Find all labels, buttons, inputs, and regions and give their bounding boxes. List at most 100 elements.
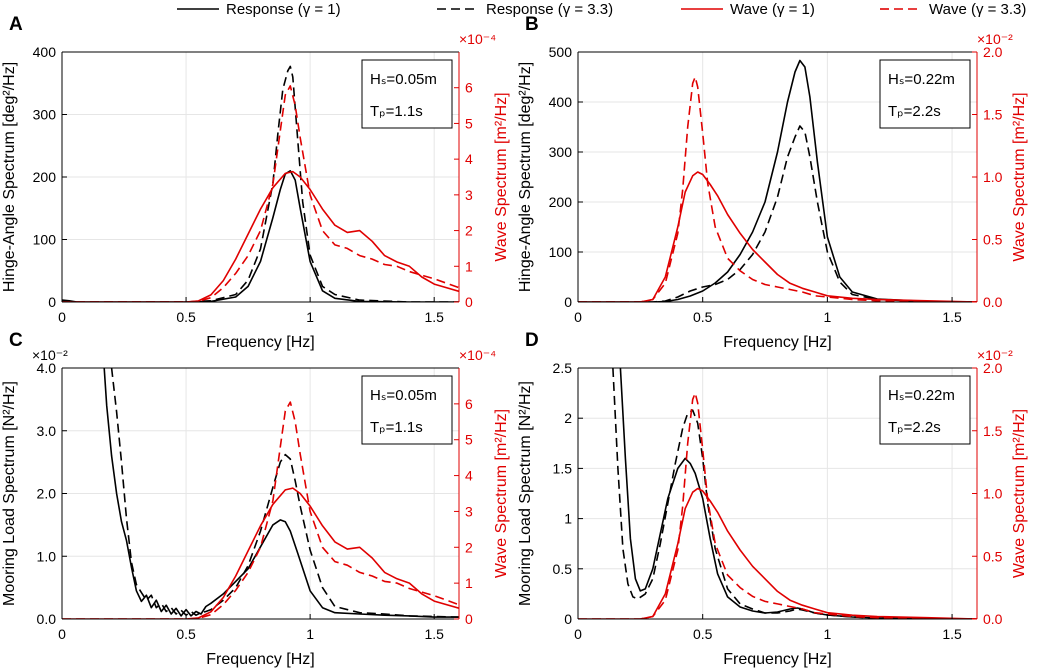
annotation-hs: Hₛ=0.05m xyxy=(370,387,437,404)
x-tick-label: 1 xyxy=(306,309,314,325)
x-axis-label: Frequency [Hz] xyxy=(206,651,314,668)
panel-D: 0 0.5 1 1.5 0 0.5 1 1.5 2 2.5 0.0 0.5 1.0 1.5 2.0×10⁻²… xyxy=(517,330,1028,668)
series-group xyxy=(62,368,459,619)
annotation-tp: Tₚ=1.1s xyxy=(370,103,423,120)
series-line-1 xyxy=(578,59,977,302)
y-tick-label: 1 xyxy=(564,511,572,527)
y-tick-label: 0 xyxy=(48,294,56,310)
x-tick-label: 0 xyxy=(58,309,66,325)
annotation-tp: Tₚ=2.2s xyxy=(888,419,941,436)
y-tick-label: 2.0 xyxy=(37,486,57,502)
y2-axis-label: Wave Spectrum [m²/Hz] xyxy=(493,409,510,578)
series-group xyxy=(578,59,977,302)
y-axis-label: Hinge-Angle Spectrum [deg²/Hz] xyxy=(517,62,534,292)
y2-tick-label: 0.5 xyxy=(983,232,1003,248)
y2-tick-label: 0.0 xyxy=(983,294,1003,310)
annotation-tp: Tₚ=1.1s xyxy=(370,419,423,436)
x-tick-label: 1 xyxy=(823,626,831,642)
y2-tick-label: 5 xyxy=(465,432,473,448)
x-tick-label: 0 xyxy=(574,309,582,325)
panel-letter: D xyxy=(525,330,539,351)
x-tick-label: 0 xyxy=(58,626,66,642)
series-line-4 xyxy=(578,76,977,302)
x-tick-label: 0 xyxy=(574,626,582,642)
y2-exponent-label: ×10⁻⁴ xyxy=(459,347,496,363)
y-tick-label: 100 xyxy=(549,244,573,260)
y2-tick-label: 1.0 xyxy=(983,486,1003,502)
y-tick-label: 1.5 xyxy=(553,460,573,476)
y2-exponent-label: ×10⁻² xyxy=(977,31,1013,47)
y2-axis-label: Wave Spectrum [m²/Hz] xyxy=(1011,409,1028,578)
y2-tick-label: 0.0 xyxy=(983,611,1003,627)
x-tick-label: 1 xyxy=(306,626,314,642)
y-tick-label: 0.0 xyxy=(37,611,57,627)
y2-tick-label: 5 xyxy=(465,115,473,131)
y2-tick-label: 3 xyxy=(465,503,473,519)
y2-tick-label: 6 xyxy=(465,396,473,412)
series-line-4 xyxy=(62,85,459,302)
legend-label-1: Response (γ = 3.3) xyxy=(486,1,613,18)
legend-label-3: Wave (γ = 3.3) xyxy=(929,1,1026,18)
series-line-3 xyxy=(62,170,459,302)
y2-exponent-label: ×10⁻² xyxy=(977,347,1013,363)
y-tick-label: 3.0 xyxy=(37,423,57,439)
y2-tick-label: 4 xyxy=(465,468,473,484)
y2-tick-label: 1.5 xyxy=(983,107,1003,123)
y-tick-label: 0 xyxy=(564,294,572,310)
series-group xyxy=(578,368,977,619)
annotation-box xyxy=(879,375,971,445)
y-tick-label: 0.5 xyxy=(553,561,573,577)
panel-letter: B xyxy=(525,14,539,35)
y-tick-label: 4.0 xyxy=(37,360,57,376)
x-tick-label: 0.5 xyxy=(176,626,196,642)
y2-tick-label: 2.0 xyxy=(983,360,1003,376)
series-line-2 xyxy=(578,125,977,302)
y2-tick-label: 0.5 xyxy=(983,548,1003,564)
y-tick-label: 100 xyxy=(33,232,57,248)
annotation-box xyxy=(361,375,453,445)
y-tick-label: 400 xyxy=(33,44,57,60)
annotation-hs: Hₛ=0.22m xyxy=(888,71,955,88)
y2-tick-label: 2.0 xyxy=(983,44,1003,60)
series-line-1 xyxy=(103,368,459,618)
y2-exponent-label: ×10⁻⁴ xyxy=(459,31,496,47)
x-axis-label: Frequency [Hz] xyxy=(206,334,314,351)
annotation-box xyxy=(361,59,453,129)
panel-B: 0 0.5 1 1.5 0 100 200 300 400 500 0.0 0.5 1.0 1.5 2.0×… xyxy=(517,14,1028,351)
y-tick-label: 0 xyxy=(564,611,572,627)
y2-tick-label: 3 xyxy=(465,187,473,203)
y2-tick-label: 1.0 xyxy=(983,169,1003,185)
y-tick-label: 300 xyxy=(33,107,57,123)
legend-label-0: Response (γ = 1) xyxy=(226,1,341,18)
y2-tick-label: 1 xyxy=(465,575,473,591)
series-line-3 xyxy=(578,171,977,302)
legend-label-2: Wave (γ = 1) xyxy=(730,1,815,18)
series-line-2 xyxy=(110,368,459,618)
panel-A: 0 0.5 1 1.5 0 100 200 300 400 0 1 2 3 4 5 6 ×10⁻⁴ Frequen… xyxy=(1,14,510,351)
panel-letter: C xyxy=(9,330,23,351)
x-tick-label: 1.5 xyxy=(424,309,444,325)
panel-letter: A xyxy=(9,14,23,35)
series-line-4 xyxy=(62,401,459,619)
y2-axis-label: Wave Spectrum [m²/Hz] xyxy=(1011,92,1028,261)
annotation-box xyxy=(879,59,971,129)
series-line-4 xyxy=(578,392,977,619)
x-tick-label: 0.5 xyxy=(693,626,713,642)
x-tick-label: 1.5 xyxy=(942,626,962,642)
y2-tick-label: 1 xyxy=(465,258,473,274)
annotation-tp: Tₚ=2.2s xyxy=(888,103,941,120)
x-axis-label: Frequency [Hz] xyxy=(723,334,831,351)
y-tick-label: 2.5 xyxy=(553,360,573,376)
y-tick-label: 200 xyxy=(33,169,57,185)
y-axis-label: Mooring Load Spectrum [N²/Hz] xyxy=(517,381,534,606)
x-tick-label: 0.5 xyxy=(176,309,196,325)
annotation-hs: Hₛ=0.22m xyxy=(888,387,955,404)
x-tick-label: 1.5 xyxy=(424,626,444,642)
series-line-2 xyxy=(62,65,459,302)
y2-tick-label: 2 xyxy=(465,539,473,555)
y-tick-label: 200 xyxy=(549,194,573,210)
series-line-3 xyxy=(578,487,977,619)
y2-tick-label: 4 xyxy=(465,151,473,167)
y2-tick-label: 0 xyxy=(465,294,473,310)
panel-C: 0 0.5 1 1.5 0.0 1.0 2.0 3.0 4.0 0 1 2 3 4 5 6 ×10⁻² ×10⁻⁴… xyxy=(1,330,510,668)
